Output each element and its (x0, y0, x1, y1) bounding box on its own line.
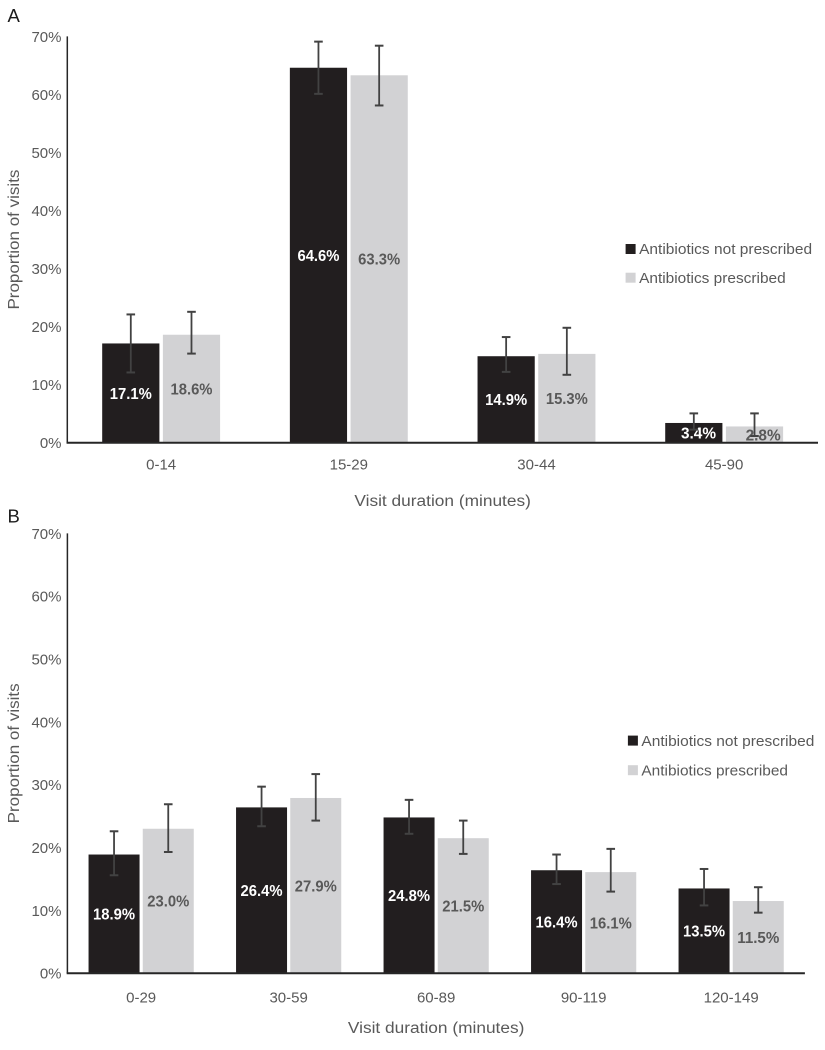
svg-text:Antibiotics not prescribed: Antibiotics not prescribed (639, 242, 812, 258)
svg-text:120-149: 120-149 (704, 989, 759, 1006)
svg-text:50%: 50% (31, 145, 61, 162)
svg-text:0%: 0% (40, 435, 62, 452)
svg-text:30%: 30% (31, 777, 61, 794)
svg-text:63.3%: 63.3% (358, 252, 400, 269)
svg-text:Antibiotics prescribed: Antibiotics prescribed (641, 763, 788, 779)
svg-text:Antibiotics prescribed: Antibiotics prescribed (639, 271, 786, 287)
svg-text:16.1%: 16.1% (590, 915, 632, 932)
svg-text:10%: 10% (31, 903, 61, 920)
svg-text:30%: 30% (31, 261, 61, 278)
svg-text:Proportion of visits: Proportion of visits (6, 169, 23, 309)
svg-text:15.3%: 15.3% (546, 391, 588, 408)
svg-text:16.4%: 16.4% (536, 914, 578, 931)
svg-text:Antibiotics not prescribed: Antibiotics not prescribed (641, 734, 814, 750)
svg-text:40%: 40% (31, 203, 61, 220)
svg-text:15-29: 15-29 (330, 457, 368, 474)
svg-text:18.6%: 18.6% (170, 381, 212, 398)
svg-text:3.4%: 3.4% (681, 426, 716, 443)
svg-text:18.9%: 18.9% (93, 907, 135, 924)
svg-text:70%: 70% (31, 526, 61, 543)
svg-text:45-90: 45-90 (705, 457, 743, 474)
svg-text:30-59: 30-59 (269, 989, 307, 1006)
svg-text:10%: 10% (31, 377, 61, 394)
svg-text:11.5%: 11.5% (737, 930, 779, 947)
svg-text:Visit duration (minutes): Visit duration (minutes) (348, 1020, 525, 1037)
svg-text:17.1%: 17.1% (110, 386, 152, 403)
svg-text:30-44: 30-44 (517, 457, 555, 474)
svg-text:Proportion of visits: Proportion of visits (6, 683, 23, 823)
svg-text:14.9%: 14.9% (485, 392, 527, 409)
svg-text:26.4%: 26.4% (241, 883, 283, 900)
svg-text:60-89: 60-89 (417, 989, 455, 1006)
svg-text:40%: 40% (31, 714, 61, 731)
svg-text:13.5%: 13.5% (683, 924, 725, 941)
svg-text:Visit duration (minutes): Visit duration (minutes) (354, 493, 531, 510)
svg-text:60%: 60% (31, 589, 61, 606)
svg-text:21.5%: 21.5% (442, 898, 484, 915)
svg-text:27.9%: 27.9% (295, 878, 337, 895)
svg-text:0%: 0% (40, 966, 62, 983)
svg-text:B: B (8, 505, 20, 526)
svg-text:0-29: 0-29 (126, 989, 156, 1006)
svg-text:70%: 70% (31, 29, 61, 46)
svg-text:50%: 50% (31, 651, 61, 668)
svg-text:20%: 20% (31, 319, 61, 336)
svg-text:60%: 60% (31, 87, 61, 104)
svg-text:0-14: 0-14 (146, 457, 176, 474)
svg-text:A: A (8, 5, 21, 26)
svg-text:23.0%: 23.0% (147, 894, 189, 911)
svg-text:64.6%: 64.6% (297, 248, 339, 265)
svg-text:24.8%: 24.8% (388, 888, 430, 905)
svg-text:90-119: 90-119 (561, 989, 607, 1006)
svg-text:20%: 20% (31, 840, 61, 857)
